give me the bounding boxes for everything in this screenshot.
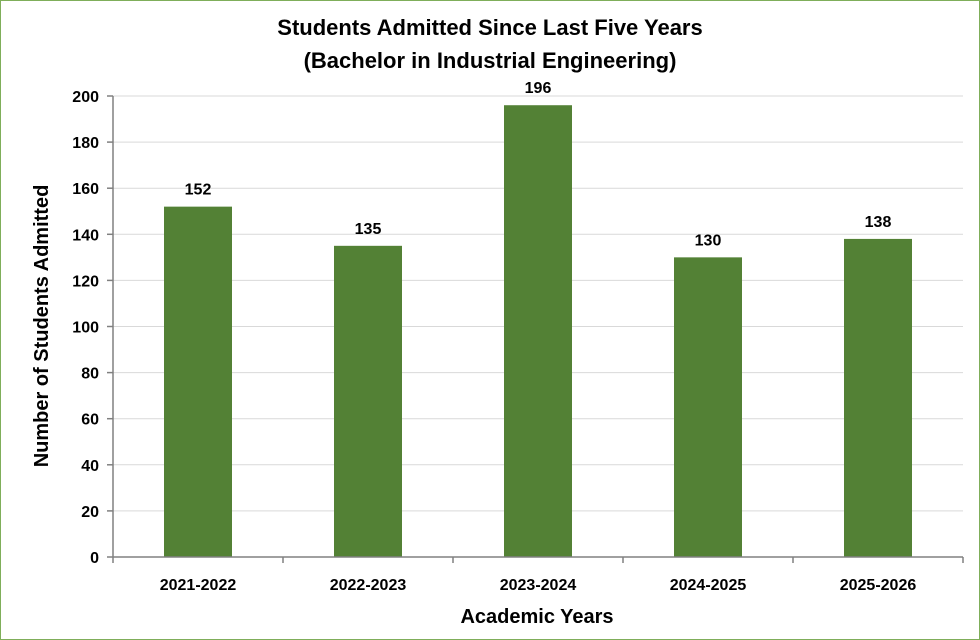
bar-2025-2026 bbox=[844, 238, 912, 557]
axes bbox=[107, 95, 964, 563]
x-tick-label: 2025-2026 bbox=[840, 577, 917, 594]
bar-2023-2024 bbox=[504, 105, 572, 557]
y-tick-label: 200 bbox=[72, 89, 99, 106]
y-tick-label: 0 bbox=[90, 550, 99, 567]
x-tick-label: 2023-2024 bbox=[500, 577, 577, 594]
data-labels: 152 135 196 130 138 bbox=[185, 80, 892, 249]
y-tick-label: 60 bbox=[81, 412, 99, 429]
x-tick-label: 2022-2023 bbox=[330, 577, 407, 594]
y-tick-labels: 0 20 40 60 80 100 120 140 160 180 200 bbox=[72, 89, 99, 567]
data-label: 152 bbox=[185, 182, 212, 199]
x-tick-label: 2024-2025 bbox=[670, 577, 747, 594]
data-label: 138 bbox=[865, 214, 892, 231]
chart-subtitle: (Bachelor in Industrial Engineering) bbox=[304, 48, 677, 73]
y-tick-label: 80 bbox=[81, 366, 99, 383]
bars bbox=[164, 105, 912, 557]
y-tick-label: 120 bbox=[72, 273, 99, 290]
chart-title: Students Admitted Since Last Five Years bbox=[277, 15, 702, 40]
y-tick-label: 160 bbox=[72, 181, 99, 198]
y-tick-label: 180 bbox=[72, 135, 99, 152]
x-axis-title: Academic Years bbox=[460, 606, 613, 628]
data-label: 196 bbox=[525, 80, 552, 97]
x-tick-label: 2021-2022 bbox=[160, 577, 237, 594]
bar-2021-2022 bbox=[164, 206, 232, 557]
data-label: 130 bbox=[695, 232, 722, 249]
bar-2022-2023 bbox=[334, 245, 402, 557]
y-tick-label: 100 bbox=[72, 320, 99, 337]
y-tick-label: 20 bbox=[81, 504, 99, 521]
y-tick-label: 40 bbox=[81, 458, 99, 475]
x-tick-labels: 2021-2022 2022-2023 2023-2024 2024-2025 2025… bbox=[160, 577, 917, 594]
y-axis-title: Number of Students Admitted bbox=[31, 185, 53, 468]
bar-2024-2025 bbox=[674, 257, 742, 557]
data-label: 135 bbox=[355, 221, 382, 238]
y-tick-label: 140 bbox=[72, 227, 99, 244]
